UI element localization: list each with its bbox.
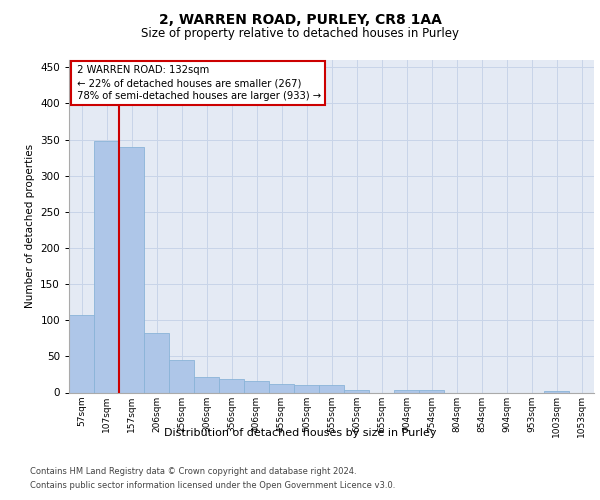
Bar <box>144 332 169 392</box>
Bar <box>169 360 194 392</box>
Text: 2, WARREN ROAD, PURLEY, CR8 1AA: 2, WARREN ROAD, PURLEY, CR8 1AA <box>158 12 442 26</box>
Bar <box>69 315 94 392</box>
Text: Size of property relative to detached houses in Purley: Size of property relative to detached ho… <box>141 28 459 40</box>
Bar <box>194 376 219 392</box>
Bar <box>219 380 244 392</box>
Bar <box>294 384 319 392</box>
Bar <box>419 390 444 392</box>
Text: Distribution of detached houses by size in Purley: Distribution of detached houses by size … <box>164 428 436 438</box>
Bar <box>269 384 294 392</box>
Bar <box>344 390 369 392</box>
Y-axis label: Number of detached properties: Number of detached properties <box>25 144 35 308</box>
Bar <box>244 381 269 392</box>
Bar <box>119 146 144 392</box>
Bar <box>94 141 119 393</box>
Bar <box>544 391 569 392</box>
Text: 2 WARREN ROAD: 132sqm
 ← 22% of detached houses are smaller (267)
 78% of semi-d: 2 WARREN ROAD: 132sqm ← 22% of detached … <box>74 65 322 102</box>
Text: Contains HM Land Registry data © Crown copyright and database right 2024.: Contains HM Land Registry data © Crown c… <box>30 468 356 476</box>
Bar <box>319 384 344 392</box>
Text: Contains public sector information licensed under the Open Government Licence v3: Contains public sector information licen… <box>30 481 395 490</box>
Bar <box>394 390 419 392</box>
